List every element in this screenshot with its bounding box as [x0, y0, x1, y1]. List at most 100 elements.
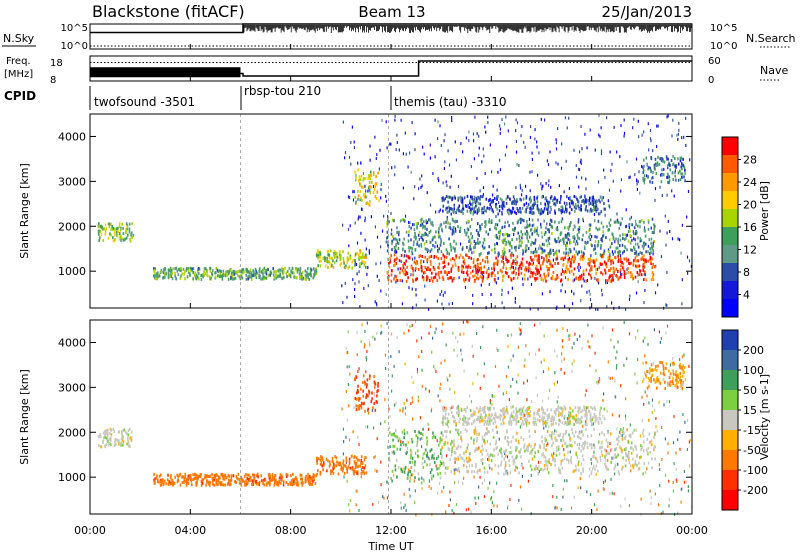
- echo-cell: [333, 250, 336, 254]
- echo-cell: [482, 246, 485, 250]
- scatter-cell: [644, 354, 646, 358]
- echo-cell: [491, 454, 494, 458]
- echo-cell: [635, 252, 638, 256]
- echo-cell: [485, 256, 487, 260]
- scatter-cell: [625, 417, 627, 421]
- echo-cell: [635, 259, 637, 263]
- echo-cell: [617, 260, 620, 264]
- echo-cell: [157, 480, 159, 484]
- scatter-cell: [652, 149, 654, 153]
- echo-cell: [448, 271, 450, 274]
- echo-cell: [574, 242, 577, 246]
- echo-cell: [361, 470, 364, 474]
- echo-cell: [255, 276, 258, 280]
- nsky-label: N.Sky: [3, 32, 35, 45]
- echo-cell: [391, 239, 393, 243]
- echo-cell: [681, 172, 684, 176]
- echo-cell: [432, 279, 434, 283]
- scatter-cell: [481, 211, 483, 215]
- echo-cell: [633, 247, 636, 251]
- echo-cell: [278, 479, 280, 483]
- echo-cell: [117, 430, 120, 434]
- echo-cell: [589, 227, 591, 231]
- scatter-cell: [428, 307, 430, 311]
- scatter-cell: [593, 450, 595, 454]
- echo-cell: [674, 164, 676, 168]
- echo-cell: [436, 279, 438, 282]
- echo-cell: [118, 225, 121, 229]
- echo-cell: [632, 263, 634, 267]
- echo-cell: [439, 438, 442, 442]
- echo-cell: [621, 261, 623, 264]
- echo-cell: [398, 259, 401, 263]
- scatter-cell: [409, 325, 411, 329]
- scatter-cell: [404, 503, 406, 507]
- echo-cell: [425, 240, 428, 243]
- echo-cell: [562, 270, 564, 273]
- echo-cell: [480, 266, 483, 270]
- scatter-cell: [414, 185, 416, 189]
- scatter-cell: [625, 208, 627, 212]
- echo-cell: [359, 251, 362, 255]
- echo-cell: [292, 472, 294, 476]
- scatter-cell: [495, 281, 497, 285]
- scatter-cell: [586, 290, 588, 294]
- echo-cell: [439, 224, 441, 228]
- echo-cell: [291, 483, 294, 487]
- echo-cell: [516, 261, 518, 265]
- scatter-cell: [637, 329, 639, 333]
- echo-cell: [465, 253, 467, 257]
- echo-cell: [512, 221, 514, 225]
- scatter-cell: [681, 223, 683, 227]
- scatter-cell: [497, 276, 499, 280]
- scatter-cell: [616, 212, 618, 216]
- echo-cell: [110, 428, 112, 432]
- echo-cell: [544, 459, 547, 463]
- echo-cell: [483, 208, 486, 212]
- scatter-cell: [650, 502, 652, 506]
- echo-cell: [637, 264, 640, 268]
- echo-cell: [98, 444, 100, 448]
- echo-cell: [661, 159, 664, 163]
- echo-cell: [317, 264, 319, 268]
- echo-cell: [161, 481, 164, 485]
- echo-cell: [316, 459, 318, 463]
- echo-cell: [481, 207, 484, 211]
- scatter-cell: [519, 485, 521, 489]
- echo-cell: [447, 210, 449, 214]
- scatter-cell: [561, 142, 563, 146]
- echo-cell: [408, 246, 410, 250]
- echo-cell: [445, 248, 448, 252]
- echo-cell: [659, 157, 661, 161]
- echo-cell: [494, 223, 497, 227]
- scatter-cell: [434, 245, 436, 249]
- echo-cell: [360, 174, 363, 178]
- echo-cell: [668, 179, 671, 183]
- scatter-cell: [385, 240, 387, 244]
- scatter-cell: [405, 152, 407, 156]
- echo-cell: [454, 196, 456, 200]
- echo-cell: [516, 255, 519, 259]
- scatter-cell: [409, 475, 411, 479]
- echo-cell: [402, 441, 404, 444]
- echo-cell: [637, 245, 640, 249]
- scatter-cell: [563, 357, 565, 361]
- echo-cell: [410, 456, 412, 460]
- echo-cell: [184, 270, 186, 274]
- echo-cell: [512, 276, 515, 280]
- echo-cell: [568, 247, 571, 251]
- echo-cell: [554, 238, 556, 242]
- scatter-cell: [488, 267, 490, 270]
- echo-cell: [515, 248, 517, 252]
- echo-cell: [301, 277, 303, 281]
- echo-cell: [227, 272, 230, 276]
- scatter-cell: [399, 408, 401, 412]
- echo-cell: [590, 268, 593, 272]
- echo-cell: [196, 269, 199, 273]
- echo-cell: [611, 233, 614, 237]
- scatter-cell: [455, 428, 457, 432]
- echo-cell: [617, 241, 620, 245]
- scatter-cell: [385, 292, 387, 296]
- scatter-cell: [356, 241, 359, 245]
- scatter-cell: [523, 412, 525, 416]
